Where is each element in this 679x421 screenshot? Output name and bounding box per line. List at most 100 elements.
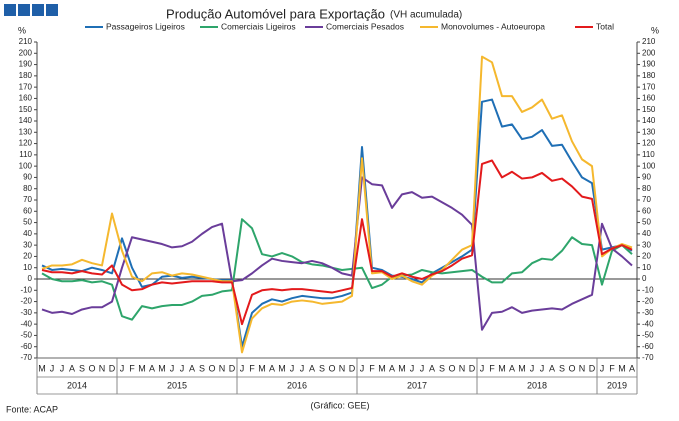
y2-tick-label: -60 [642,342,654,351]
y-tick-label: 20 [23,252,32,261]
x-tick-label: F [489,363,495,373]
y2-tick-label: -30 [642,308,654,317]
y2-tick-label: 140 [642,116,656,125]
x-tick-label: J [300,363,305,373]
chart-subtitle: (VH acumulada) [390,10,462,21]
y2-tick-label: 160 [642,94,656,103]
x-tick-label: D [589,363,596,373]
y-tick-label: -70 [20,353,32,362]
x-tick-label: O [208,363,215,373]
x-tick-label: J [180,363,185,373]
x-tick-label: D [229,363,236,373]
x-tick-label: M [618,363,626,373]
logo-block [18,4,30,16]
y2-tick-label: -10 [642,285,654,294]
x-tick-label: A [629,363,635,373]
y-tick-label: 180 [19,71,33,80]
y2-tick-label: 60 [642,206,651,215]
x-tick-label: M [158,363,166,373]
x-group-label: 2014 [67,380,87,390]
x-tick-label: N [459,363,466,373]
y2-tick-label: 40 [642,229,651,238]
y-tick-label: 40 [23,229,32,238]
y2-tick-label: -70 [642,353,654,362]
x-tick-label: A [429,363,435,373]
legend-label: Passageiros Ligeiros [106,21,185,31]
y2-tick-label: 150 [642,105,656,114]
x-tick-label: S [559,363,565,373]
y2-tick-label: 110 [642,150,655,159]
x-tick-label: M [378,363,386,373]
x-tick-label: A [189,363,195,373]
y-tick-label: 150 [19,105,33,114]
logo-block [46,4,58,16]
x-tick-label: M [278,363,286,373]
y2-tick-label: -20 [642,297,654,306]
y-tick-label: 170 [19,82,33,91]
series-line [41,98,633,348]
credit: (Gráfico: GEE) [310,400,369,410]
y-tick-label: -50 [20,331,32,340]
x-tick-label: F [249,363,255,373]
x-tick-label: A [509,363,515,373]
logo-block [32,4,44,16]
x-tick-label: A [549,363,555,373]
y2-tick-label: 180 [642,71,656,80]
y2-tick-label: 120 [642,139,656,148]
y-tick-label: 210 [19,37,33,46]
x-tick-label: M [498,363,506,373]
x-tick-label: N [219,363,226,373]
y-tick-label: 10 [23,263,32,272]
x-tick-label: F [129,363,135,373]
logo-block [4,4,16,16]
y-tick-label: 50 [23,218,32,227]
x-tick-label: J [360,363,365,373]
x-tick-label: J [120,363,125,373]
x-group-label: 2016 [287,380,307,390]
x-tick-label: S [79,363,85,373]
series-line [41,218,633,321]
y-tick-label: 200 [19,48,33,57]
y2-tick-label: 70 [642,195,651,204]
x-tick-label: F [369,363,375,373]
x-tick-label: S [319,363,325,373]
x-tick-label: J [50,363,55,373]
x-tick-label: O [568,363,575,373]
legend-label: Comerciais Pesados [326,21,404,31]
x-tick-label: J [420,363,425,373]
x-tick-label: S [199,363,205,373]
x-tick-label: J [540,363,545,373]
y-tick-label: 30 [23,240,32,249]
x-group-label: 2019 [607,380,627,390]
y2-tick-label: 210 [642,37,656,46]
x-tick-label: D [349,363,356,373]
x-tick-label: D [469,363,476,373]
y-tick-label: 60 [23,206,32,215]
legend-label: Total [596,21,614,31]
y2-unit: % [651,25,659,35]
x-tick-label: F [609,363,615,373]
x-tick-label: M [518,363,526,373]
x-tick-label: A [69,363,75,373]
y2-tick-label: 80 [642,184,651,193]
x-group-label: 2015 [167,380,187,390]
series-line [41,176,633,331]
y2-tick-label: -50 [642,331,654,340]
x-tick-label: N [99,363,106,373]
legend-label: Comerciais Ligeiros [221,21,296,31]
y-tick-label: 130 [19,127,33,136]
y-tick-label: 70 [23,195,32,204]
y-tick-label: 160 [19,94,33,103]
x-tick-label: D [109,363,116,373]
x-tick-label: N [579,363,586,373]
chart-title: Produção Automóvel para Exportação [166,6,385,21]
x-tick-label: J [170,363,175,373]
x-tick-label: O [88,363,95,373]
x-tick-label: M [258,363,266,373]
y-tick-label: 0 [28,274,33,283]
y-tick-label: -20 [20,297,32,306]
y2-tick-label: 30 [642,240,651,249]
x-group-label: 2018 [527,380,547,390]
x-tick-label: A [309,363,315,373]
